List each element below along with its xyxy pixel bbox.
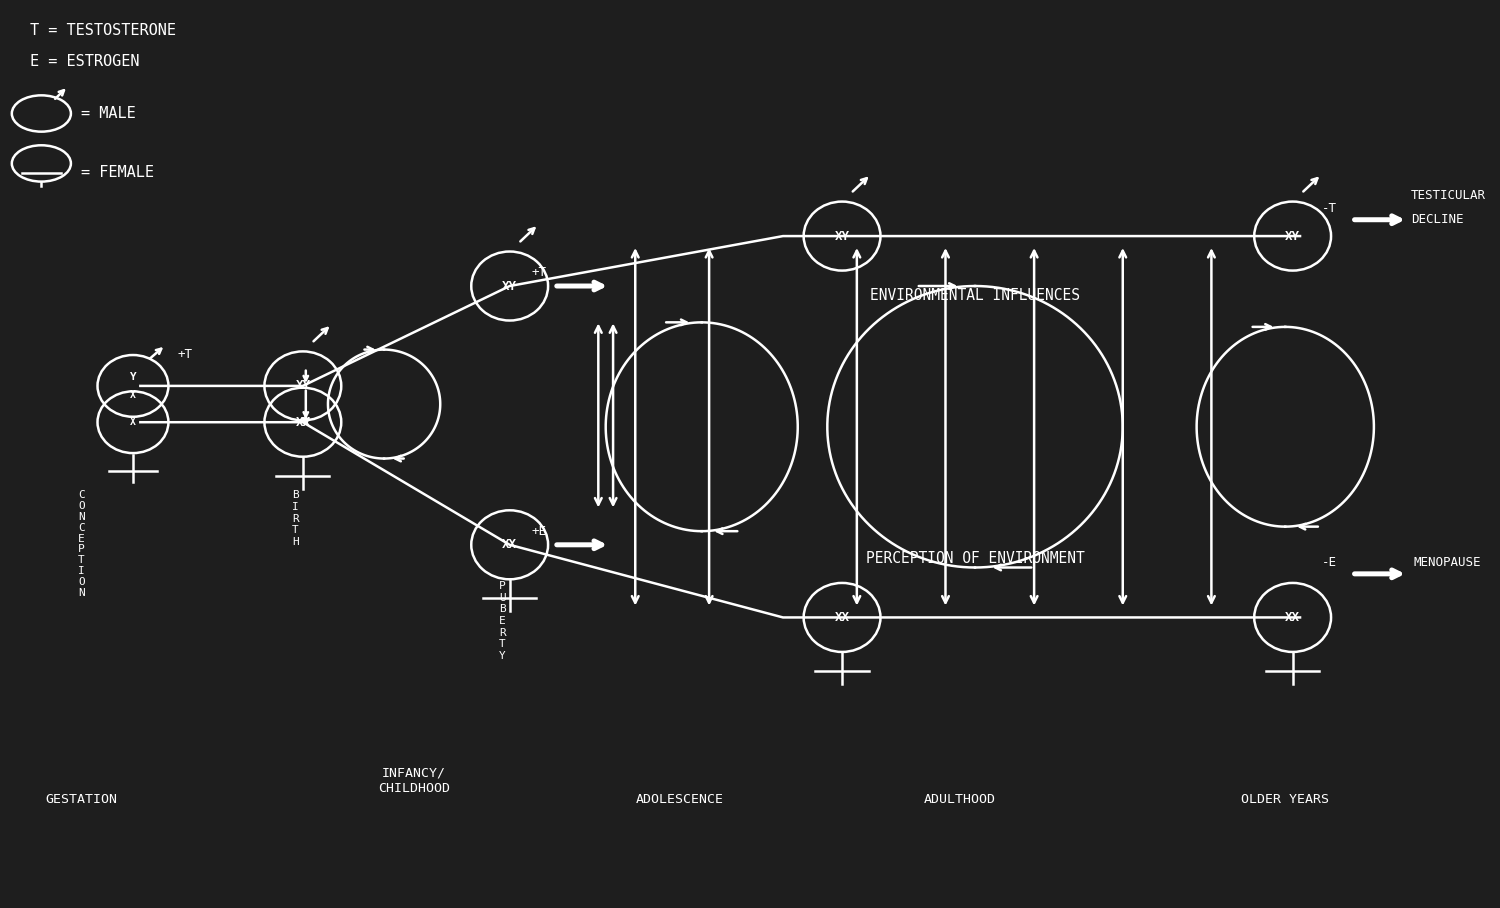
Text: XX: XX: [296, 416, 310, 429]
Text: C
O
N
C
E
P
T
I
O
N: C O N C E P T I O N: [78, 490, 84, 597]
Text: XY: XY: [834, 230, 849, 242]
Text: +T: +T: [177, 348, 192, 360]
Text: +T: +T: [532, 266, 548, 279]
Text: ADULTHOOD: ADULTHOOD: [924, 793, 996, 805]
Text: INFANCY/
CHILDHOOD: INFANCY/ CHILDHOOD: [378, 767, 450, 794]
Text: = MALE: = MALE: [81, 106, 136, 121]
Text: DECLINE: DECLINE: [1412, 213, 1464, 226]
Text: XY: XY: [503, 280, 518, 292]
Text: XX: XX: [503, 538, 518, 551]
Text: ENVIRONMENTAL INFLUENCES: ENVIRONMENTAL INFLUENCES: [870, 288, 1080, 302]
Text: TESTICULAR: TESTICULAR: [1412, 189, 1486, 202]
Text: XY: XY: [1286, 230, 1300, 242]
Text: XY: XY: [296, 380, 310, 392]
Text: T = TESTOSTERONE: T = TESTOSTERONE: [30, 23, 176, 38]
Text: ADOLESCENCE: ADOLESCENCE: [636, 793, 723, 805]
Text: -T: -T: [1322, 202, 1336, 215]
Text: PERCEPTION OF ENVIRONMENT: PERCEPTION OF ENVIRONMENT: [865, 551, 1084, 566]
Text: OLDER YEARS: OLDER YEARS: [1242, 793, 1329, 805]
Text: -E: -E: [1322, 557, 1336, 569]
Text: E = ESTROGEN: E = ESTROGEN: [30, 54, 140, 70]
Text: X: X: [130, 390, 136, 400]
Text: +E: +E: [532, 525, 548, 538]
Text: XX: XX: [834, 611, 849, 624]
Text: B
I
R
T
H: B I R T H: [292, 490, 298, 547]
Text: X: X: [130, 417, 136, 428]
Text: Y: Y: [129, 371, 136, 382]
Text: = FEMALE: = FEMALE: [81, 165, 154, 180]
Text: GESTATION: GESTATION: [45, 793, 117, 805]
Text: MENOPAUSE: MENOPAUSE: [1414, 557, 1482, 569]
Text: P
U
B
E
R
T
Y: P U B E R T Y: [500, 581, 506, 661]
Text: XX: XX: [1286, 611, 1300, 624]
